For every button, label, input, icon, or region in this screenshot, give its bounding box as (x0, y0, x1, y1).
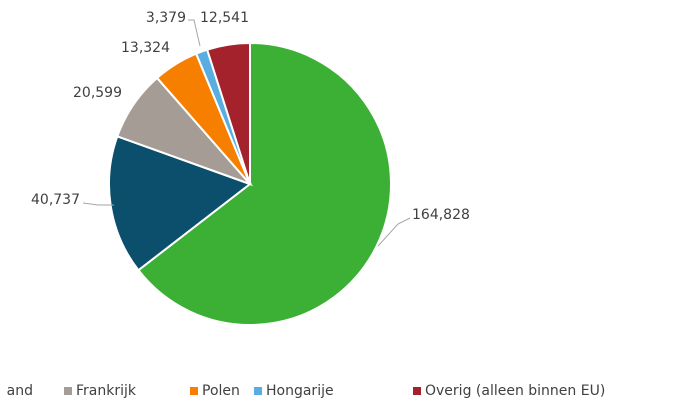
data-label: 12,541 (200, 10, 249, 26)
data-label: 13,324 (121, 40, 170, 56)
data-label: 40,737 (31, 192, 80, 208)
legend-swatch (64, 387, 72, 395)
pie-slice (136, 41, 392, 326)
leader-line (377, 217, 411, 247)
pie-slice (108, 135, 253, 272)
pie-slice (205, 41, 251, 185)
legend-label: Hongarije (266, 383, 334, 399)
legend-swatch (413, 387, 421, 395)
data-label: 20,599 (73, 85, 122, 101)
legend-label: and (7, 383, 33, 399)
leader-line (188, 19, 201, 47)
data-label: 3,379 (146, 10, 186, 26)
legend-label: Frankrijk (76, 383, 137, 399)
data-label: 164,828 (412, 207, 470, 223)
legend-swatch (254, 387, 262, 395)
legend-label: Polen (202, 383, 240, 399)
legend-swatch (190, 387, 198, 395)
leader-line (82, 202, 114, 206)
legend-label: Overig (alleen binnen EU) (425, 383, 605, 399)
